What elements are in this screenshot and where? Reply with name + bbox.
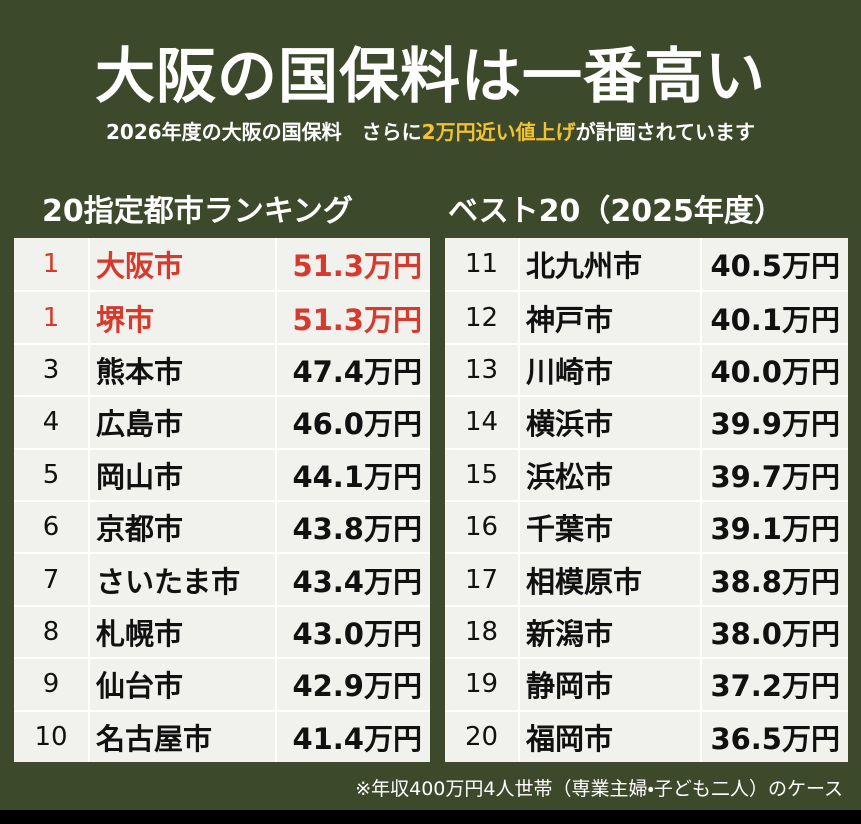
table-row: 17 相模原市 38.8万円 [445,552,848,605]
premium: 43.0万円 [275,606,430,658]
city: 熊本市 [88,344,275,396]
table-row: 12 神戸市 40.1万円 [445,290,848,343]
rank: 15 [464,459,499,490]
premium: 43.8万円 [275,502,430,553]
city: 京都市 [88,502,275,553]
ranking-heading: ベスト20（2025年度） [448,194,784,229]
premium: 37.2万円 [700,659,848,710]
rank: 20 [464,721,499,752]
table-row: 4 広島市 46.0万円 [14,395,430,448]
rank: 6 [42,512,60,543]
premium: 41.4万円 [275,711,430,762]
rank: 1 [42,302,60,333]
city: 千葉市 [518,502,700,553]
rank: 8 [42,616,60,647]
premium: 40.5万円 [700,238,848,291]
premium: 44.1万円 [275,449,430,500]
premium: 36.5万円 [700,711,848,762]
city: 札幌市 [88,606,275,658]
table-row: 19 静岡市 37.2万円 [445,657,848,710]
premium: 39.1万円 [700,502,848,553]
rank: 5 [42,459,60,490]
table-row: 8 札幌市 43.0万円 [14,604,430,658]
rank: 3 [42,354,60,385]
ranking-table: 1 大阪市 51.3万円 1 堺市 51.3万円 3 熊本市 47.4万円 4 広島市 46.0万円 5… [14,238,430,762]
city: 仙台市 [88,659,275,710]
premium: 47.4万円 [275,344,430,396]
table-row: 16 千葉市 39.1万円 [445,500,848,553]
city: 広島市 [88,397,275,448]
subtitle-text: が計画されています [575,120,755,144]
rank: 16 [464,512,499,543]
rank: 11 [464,249,499,280]
city: 静岡市 [518,659,700,710]
table-row: 5 岡山市 44.1万円 [14,447,430,500]
premium: 40.1万円 [700,292,848,343]
rank: 17 [464,564,499,595]
city: 浜松市 [518,449,700,500]
premium: 46.0万円 [275,397,430,448]
table-row: 9 仙台市 42.9万円 [14,657,430,710]
rank: 7 [42,564,60,595]
table-row: 15 浜松市 39.7万円 [445,447,848,500]
rank: 13 [464,354,499,385]
premium: 51.3万円 [275,292,430,343]
premium: 51.3万円 [275,238,430,291]
city: 新潟市 [518,606,700,658]
rank: 1 [42,249,60,280]
city: 横浜市 [518,397,700,448]
premium: 38.8万円 [700,554,848,605]
premium: 38.0万円 [700,606,848,658]
table-row: 1 堺市 51.3万円 [14,290,430,343]
table-row: 20 福岡市 36.5万円 [445,709,848,762]
premium: 39.9万円 [700,397,848,448]
table-row: 11 北九州市 40.5万円 [445,238,848,291]
city: 堺市 [88,292,275,343]
city: 名古屋市 [88,711,275,762]
ranking-heading: 20指定都市ランキング [42,194,353,229]
table-row: 10 名古屋市 41.4万円 [14,709,430,762]
rank: 10 [34,721,68,752]
city: さいたま市 [88,554,275,605]
rank: 12 [464,302,499,333]
subtitle-highlight: 2万円近い値上げ [421,120,576,144]
bottom-band [0,810,861,824]
rank: 18 [464,616,499,647]
premium: 40.0万円 [700,344,848,396]
table-row: 18 新潟市 38.0万円 [445,604,848,658]
table-row: 7 さいたま市 43.4万円 [14,552,430,605]
rank: 14 [464,407,499,438]
city: 福岡市 [518,711,700,762]
footnote: ※年収400万円4人世帯（専業主婦・子ども二人）のケース [355,778,843,800]
city: 岡山市 [88,449,275,500]
table-row: 3 熊本市 47.4万円 [14,342,430,396]
title: 大阪の国保料は一番高い [95,42,766,112]
city: 川崎市 [518,344,700,396]
subtitle: 2026年度の大阪の国保料 さらに2万円近い値上げが計画されています [0,116,861,145]
city: 北九州市 [518,238,700,291]
premium: 43.4万円 [275,554,430,605]
rank: 19 [464,669,499,700]
rank: 4 [42,407,60,438]
city: 神戸市 [518,292,700,343]
table-row: 14 横浜市 39.9万円 [445,395,848,448]
subtitle-text: 2026年度の大阪の国保料 さらに [106,120,422,144]
premium: 39.7万円 [700,449,848,500]
table-row: 1 大阪市 51.3万円 [14,238,430,291]
premium: 42.9万円 [275,659,430,710]
table-row: 6 京都市 43.8万円 [14,500,430,553]
table-row: 13 川崎市 40.0万円 [445,342,848,396]
ranking-table: 11 北九州市 40.5万円 12 神戸市 40.1万円 13 川崎市 40.0万円 14 横浜市 3… [445,238,848,762]
city: 相模原市 [518,554,700,605]
city: 大阪市 [88,238,275,291]
rank: 9 [42,669,60,700]
